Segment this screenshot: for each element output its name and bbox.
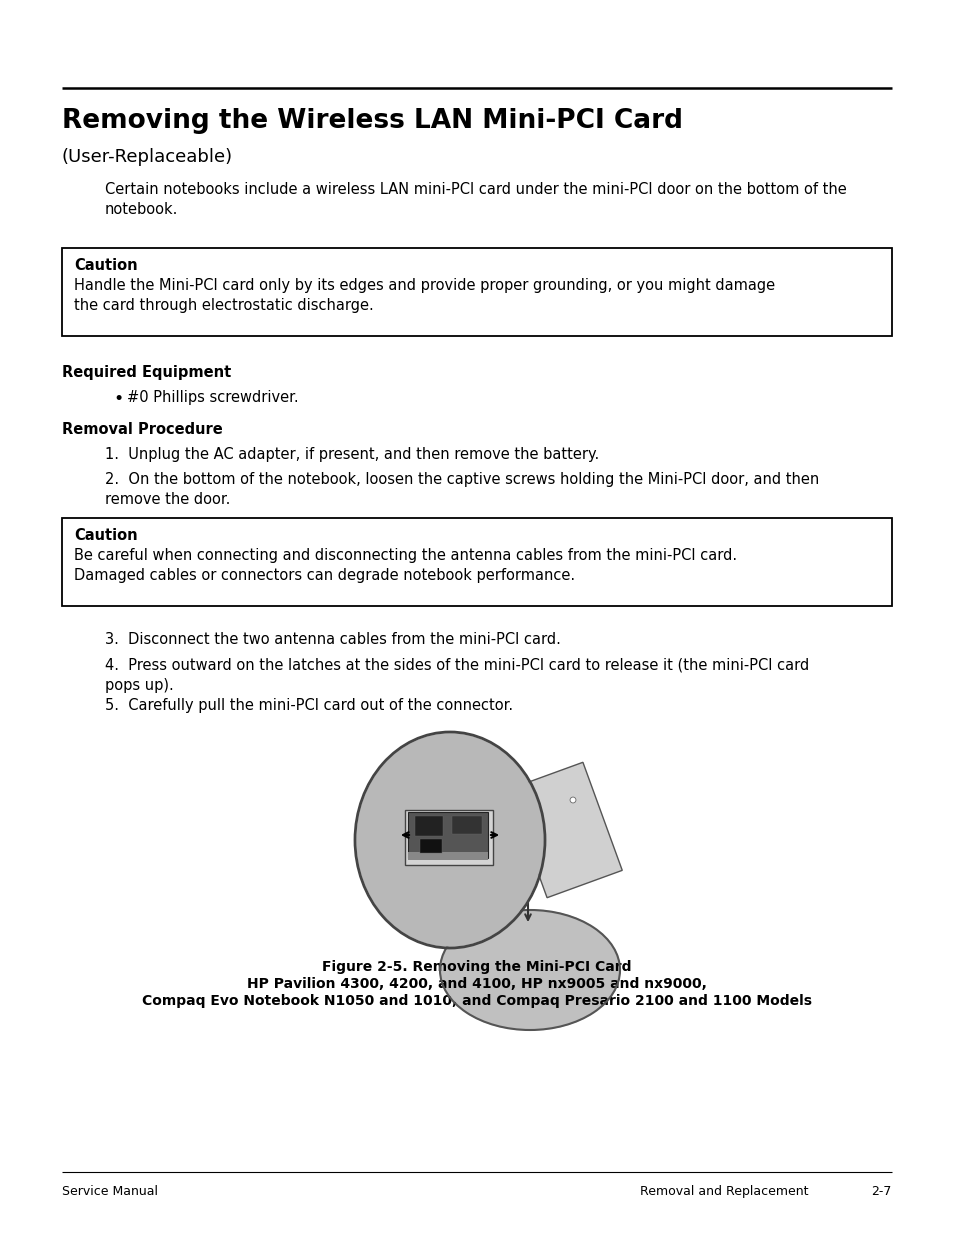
Text: Caution: Caution — [74, 258, 137, 273]
Text: 2.  On the bottom of the notebook, loosen the captive screws holding the Mini-PC: 2. On the bottom of the notebook, loosen… — [105, 472, 819, 506]
FancyBboxPatch shape — [405, 810, 493, 864]
Text: Required Equipment: Required Equipment — [62, 366, 231, 380]
Text: Compaq Evo Notebook N1050 and 1010, and Compaq Presario 2100 and 1100 Models: Compaq Evo Notebook N1050 and 1010, and … — [142, 994, 811, 1008]
Text: 2-7: 2-7 — [871, 1186, 891, 1198]
Ellipse shape — [355, 732, 544, 948]
Ellipse shape — [356, 734, 542, 946]
FancyBboxPatch shape — [408, 852, 488, 860]
Text: 3.  Disconnect the two antenna cables from the mini-PCI card.: 3. Disconnect the two antenna cables fro… — [105, 632, 560, 647]
FancyBboxPatch shape — [415, 816, 442, 836]
Text: Service Manual: Service Manual — [62, 1186, 158, 1198]
Polygon shape — [408, 811, 488, 858]
Text: (User-Replaceable): (User-Replaceable) — [62, 148, 233, 165]
Text: Be careful when connecting and disconnecting the antenna cables from the mini-PC: Be careful when connecting and disconnec… — [74, 548, 737, 583]
Text: •: • — [112, 390, 123, 408]
FancyBboxPatch shape — [452, 816, 481, 834]
Polygon shape — [507, 762, 621, 898]
Text: Handle the Mini-PCI card only by its edges and provide proper grounding, or you : Handle the Mini-PCI card only by its edg… — [74, 278, 774, 312]
Text: Caution: Caution — [74, 529, 137, 543]
Text: #0 Phillips screwdriver.: #0 Phillips screwdriver. — [127, 390, 298, 405]
Text: Removal and Replacement: Removal and Replacement — [639, 1186, 807, 1198]
Text: Figure 2-5. Removing the Mini-PCI Card: Figure 2-5. Removing the Mini-PCI Card — [322, 960, 631, 974]
Text: Removal Procedure: Removal Procedure — [62, 422, 222, 437]
Ellipse shape — [569, 797, 576, 803]
Text: Removing the Wireless LAN Mini-PCI Card: Removing the Wireless LAN Mini-PCI Card — [62, 107, 682, 135]
Text: Certain notebooks include a wireless LAN mini-PCI card under the mini-PCI door o: Certain notebooks include a wireless LAN… — [105, 182, 846, 217]
Text: HP Pavilion 4300, 4200, and 4100, HP nx9005 and nx9000,: HP Pavilion 4300, 4200, and 4100, HP nx9… — [247, 977, 706, 990]
FancyBboxPatch shape — [419, 839, 441, 853]
Ellipse shape — [439, 910, 619, 1030]
FancyBboxPatch shape — [62, 517, 891, 606]
Text: 1.  Unplug the AC adapter, if present, and then remove the battery.: 1. Unplug the AC adapter, if present, an… — [105, 447, 598, 462]
Text: 4.  Press outward on the latches at the sides of the mini-PCI card to release it: 4. Press outward on the latches at the s… — [105, 658, 808, 693]
FancyBboxPatch shape — [62, 248, 891, 336]
Text: 5.  Carefully pull the mini-PCI card out of the connector.: 5. Carefully pull the mini-PCI card out … — [105, 698, 513, 713]
